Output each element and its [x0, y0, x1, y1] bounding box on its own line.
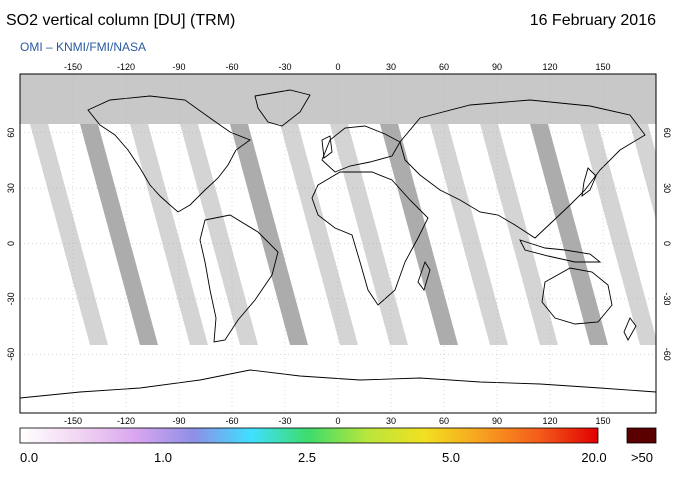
- madagascar-outline: [417, 260, 431, 291]
- colorbar-label-0: 0.0: [20, 450, 39, 465]
- colorbar-overflow-box: [626, 427, 657, 444]
- lon-tick-top-10: 150: [595, 62, 610, 72]
- data-credit: OMI – KNMI/FMI/NASA: [20, 40, 147, 54]
- latitude-ticks-left: 60 30 0 -30 -60: [6, 128, 16, 361]
- orbit-gap-swath: [330, 124, 408, 345]
- map-date: 16 February 2016: [529, 12, 656, 29]
- north-america-outline: [87, 95, 251, 213]
- lon-tick-bottom-5: 0: [335, 416, 340, 426]
- orbit-gap-swath: [30, 124, 108, 345]
- orbit-gap-swath: [480, 124, 558, 345]
- orbit-gap-swath: [180, 124, 258, 345]
- orbit-gap-swath: [230, 124, 308, 345]
- new-zealand-outline: [623, 317, 637, 341]
- lat-tick-right-3: -30: [662, 292, 672, 305]
- orbit-gap-swath: [80, 124, 158, 345]
- uk-outline: [321, 135, 333, 159]
- orbit-gap-swath: [580, 124, 656, 345]
- lon-tick-top-2: -90: [172, 62, 185, 72]
- orbit-gap-swath: [530, 124, 608, 345]
- latitude-ticks-right: 60 30 0 -30 -60: [662, 128, 672, 361]
- lon-tick-top-0: -150: [64, 62, 82, 72]
- colorbar-label-4: 20.0: [581, 450, 607, 465]
- lon-tick-bottom-10: 150: [595, 416, 610, 426]
- lat-tick-left-2: 0: [6, 241, 16, 246]
- lon-tick-bottom-7: 60: [439, 416, 449, 426]
- lat-tick-right-2: 0: [662, 241, 672, 246]
- lon-tick-top-3: -60: [225, 62, 238, 72]
- lon-tick-top-1: -120: [117, 62, 135, 72]
- orbit-gap-swath: [280, 124, 358, 345]
- lon-tick-top-7: 60: [439, 62, 449, 72]
- colorbar-label-1: 1.0: [153, 450, 173, 465]
- greenland-outline: [254, 89, 311, 127]
- colorbar: [19, 427, 599, 444]
- lon-tick-top-5: 0: [335, 62, 340, 72]
- lon-tick-bottom-2: -90: [172, 416, 185, 426]
- lon-tick-top-6: 30: [386, 62, 396, 72]
- south-america-outline: [199, 214, 279, 343]
- lon-tick-bottom-0: -150: [64, 416, 82, 426]
- map-frame: [19, 73, 657, 414]
- graticule: [20, 74, 656, 413]
- lon-tick-bottom-4: -30: [278, 416, 291, 426]
- lat-tick-right-1: 30: [662, 183, 672, 193]
- map-body: [20, 74, 656, 413]
- indonesia-outline: [519, 239, 602, 263]
- antarctica-outline: [20, 369, 656, 399]
- lat-tick-left-1: 30: [6, 183, 16, 193]
- lat-tick-left-3: -30: [6, 292, 16, 305]
- lon-tick-bottom-1: -120: [117, 416, 135, 426]
- colorbar-label-3: 5.0: [441, 450, 461, 465]
- lat-tick-left-0: 60: [6, 128, 16, 138]
- lon-tick-bottom-6: 30: [386, 416, 396, 426]
- orbit-gap-swath: [380, 124, 458, 345]
- japan-outline: [581, 167, 597, 198]
- longitude-ticks-top: -150 -120 -90 -60 -30 0 30 60 90 120 150: [64, 62, 611, 72]
- lon-tick-top-4: -30: [278, 62, 291, 72]
- lon-tick-bottom-3: -60: [225, 416, 238, 426]
- colorbar-label-2: 2.5: [297, 450, 317, 465]
- longitude-ticks-bottom: -150 -120 -90 -60 -30 0 30 60 90 120 150: [64, 416, 611, 426]
- lat-tick-right-4: -60: [662, 348, 672, 361]
- lon-tick-bottom-8: 90: [492, 416, 502, 426]
- lat-tick-left-4: -60: [6, 348, 16, 361]
- lon-tick-top-8: 90: [492, 62, 502, 72]
- orbit-gap-swaths: [30, 124, 656, 345]
- colorbar-overflow-label: >50: [630, 450, 654, 465]
- lon-tick-bottom-9: 120: [542, 416, 557, 426]
- australia-outline: [541, 267, 613, 325]
- africa-outline: [311, 171, 429, 306]
- map-title: SO2 vertical column [DU] (TRM): [6, 12, 236, 29]
- lat-tick-right-0: 60: [662, 128, 672, 138]
- orbit-gap-swath: [630, 124, 656, 220]
- orbit-gap-swath: [430, 124, 508, 345]
- orbit-gap-swath: [130, 124, 208, 345]
- lon-tick-top-9: 120: [542, 62, 557, 72]
